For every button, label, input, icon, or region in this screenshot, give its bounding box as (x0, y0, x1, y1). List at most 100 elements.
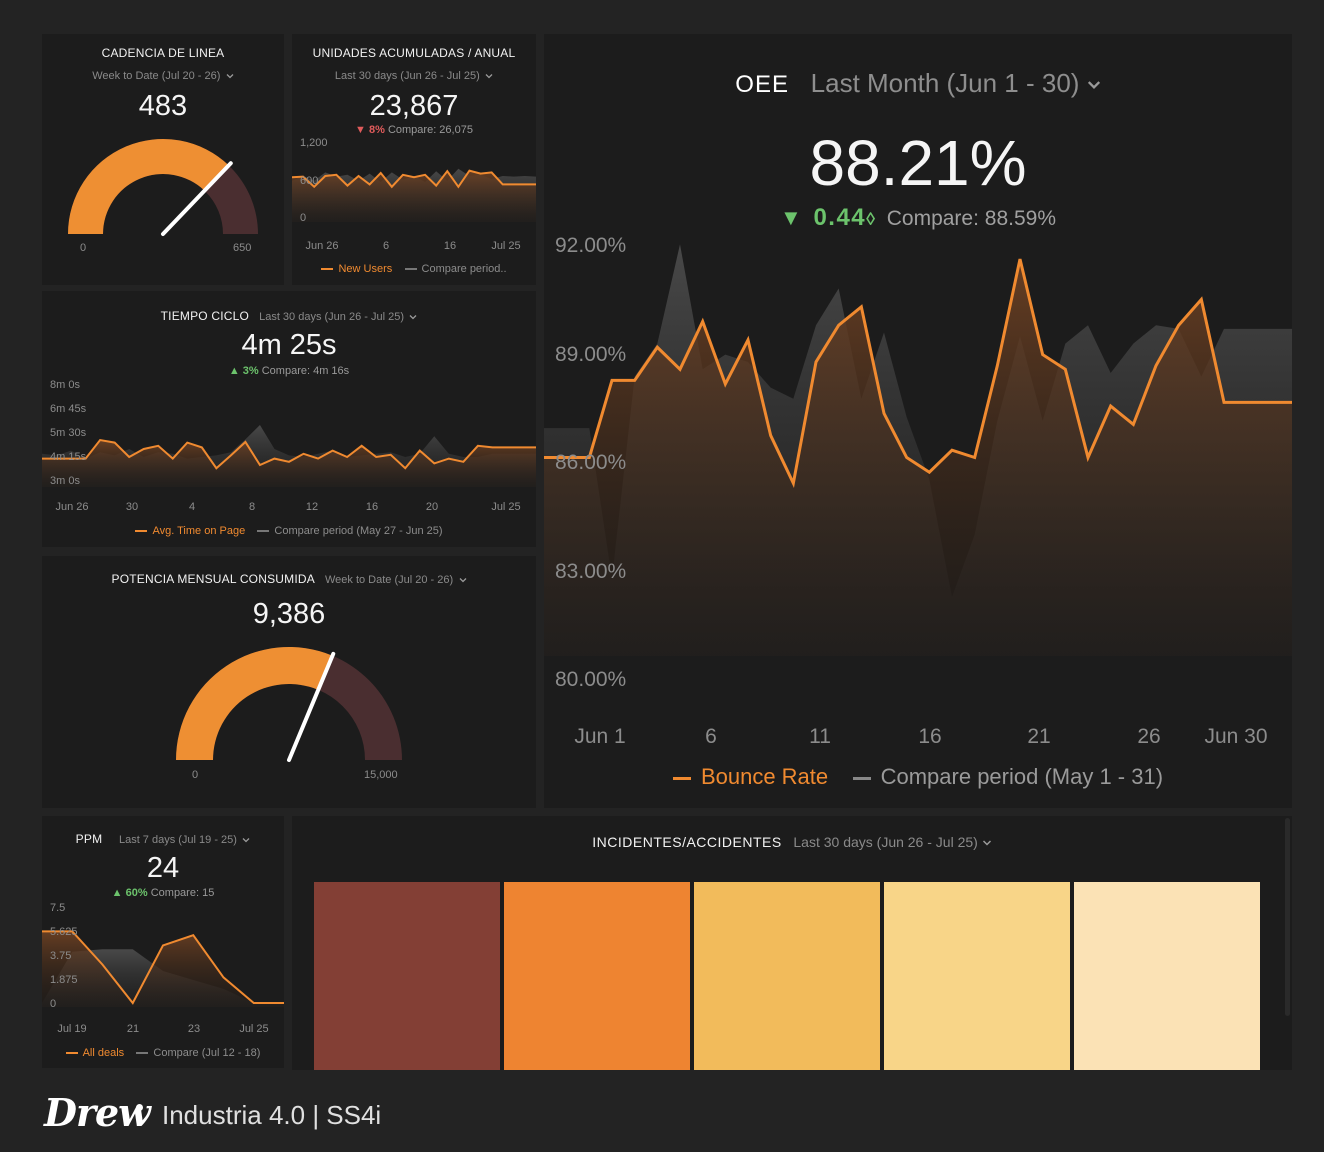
drew-logo: Drew (44, 1090, 151, 1135)
y-tick-label: 86.00% (555, 451, 626, 474)
legend-compare: Compare period (May 1 - 31) (880, 764, 1164, 789)
widget-cadencia: CADENCIA DE LINEA Week to Date (Jul 20 -… (42, 34, 284, 285)
gauge-max-label: 650 (233, 242, 252, 254)
y-tick-label: 0 (300, 212, 306, 224)
x-tick-label: Jul 25 (491, 240, 520, 252)
metric-value: 4m 25s (241, 329, 337, 361)
y-tick-label: 600 (300, 175, 318, 187)
gauge (176, 647, 402, 762)
x-tick-label: Jul 25 (491, 501, 520, 513)
diamond-icon: ◊ (866, 209, 876, 229)
period-label: Last 7 days (Jul 19 - 25) (118, 834, 237, 846)
gauge-fill (176, 647, 333, 760)
main-series-line (42, 438, 536, 470)
widget-title: PPM (75, 832, 103, 846)
change-value: 0.44 (813, 204, 867, 231)
y-tick-label: 0 (50, 998, 56, 1010)
main-series-line (42, 930, 284, 1005)
incident-block (884, 882, 1070, 1070)
chart-legend: All deals Compare (Jul 12 - 18) (42, 1047, 284, 1059)
y-tick-label: 7.5 (50, 902, 65, 914)
x-tick-label: Jun 26 (55, 501, 88, 513)
gauge (68, 139, 258, 236)
widget-title: POTENCIA MENSUAL CONSUMIDA (111, 572, 315, 586)
period-label: Last Month (Jun 1 - 30) (810, 68, 1080, 98)
gauge-fill (68, 139, 229, 234)
main-series-line (544, 258, 1292, 489)
incident-block (314, 882, 500, 1070)
main-series-line (292, 169, 536, 189)
x-tick-label: 6 (705, 725, 717, 748)
change-percent: 3% (242, 365, 259, 377)
x-tick-label: 16 (366, 501, 378, 513)
period-label: Last 30 days (Jun 26 - Jul 25) (334, 70, 480, 82)
widget-title: CADENCIA DE LINEA (101, 46, 225, 60)
x-tick-label: 26 (1137, 725, 1160, 748)
chevron-down-icon (242, 837, 250, 843)
footer-title: Industria 4.0 | SS4i (162, 1100, 382, 1130)
change-up-icon: ▲ (111, 887, 123, 899)
x-tick-label: 16 (444, 240, 456, 252)
logo-dot-icon (136, 1104, 143, 1111)
main-series-area (42, 931, 284, 1007)
chevron-down-icon (982, 840, 991, 846)
y-tick-label: 1,200 (300, 137, 328, 149)
gauge-min-label: 0 (80, 242, 87, 254)
x-tick-label: 16 (918, 725, 941, 748)
x-tick-label: 12 (306, 501, 318, 513)
main-series-area (42, 440, 536, 487)
chevron-down-icon (226, 73, 234, 79)
period-selector[interactable]: PPM Last 7 days (Jul 19 - 25) (42, 832, 284, 846)
metric-value: 88.21% (809, 127, 1027, 199)
legend-main: Avg. Time on Page (152, 525, 246, 537)
change-down-icon: ▼ (779, 205, 802, 230)
period-selector[interactable]: Last 30 days (Jun 26 - Jul 25) (292, 68, 536, 82)
oee-area-chart: 92.00% 89.00% 86.00% 83.00% 80.00% Jun 1 6 11 16… (544, 234, 1292, 748)
chevron-down-icon (1087, 81, 1100, 90)
ppm-line-chart: 7.5 5.625 3.75 1.875 0 Jul 19 21 23 Jul 25 (42, 902, 284, 1035)
change-percent: 8% (368, 124, 385, 136)
gauge-needle (287, 651, 336, 762)
widget-potencia: POTENCIA MENSUAL CONSUMIDA Week to Date … (42, 556, 536, 808)
y-tick-label: 89.00% (555, 343, 626, 366)
period-selector[interactable]: INCIDENTES/ACCIDENTES Last 30 days (Jun … (292, 834, 1292, 850)
metric-value: 24 (146, 852, 180, 884)
tiempo-line-chart: 8m 0s 6m 45s 5m 30s 4m 15s 3m 0s Jun 26 30 4 8 12… (42, 379, 536, 513)
scrollbar[interactable] (1285, 818, 1290, 1016)
period-selector[interactable]: Week to Date (Jul 20 - 26) (42, 68, 284, 82)
x-tick-label: 4 (189, 501, 195, 513)
legend-compare: Compare period.. (421, 263, 507, 275)
change-down-icon: ▼ (355, 124, 366, 136)
period-selector[interactable]: TIEMPO CICLO Last 30 days (Jun 26 - Jul … (42, 309, 536, 323)
metric-value: 483 (138, 90, 188, 122)
y-tick-label: 8m 0s (50, 379, 80, 391)
period-selector[interactable]: OEE Last Month (Jun 1 - 30) (544, 68, 1292, 99)
x-tick-label: 21 (1027, 725, 1050, 748)
widget-oee: OEE Last Month (Jun 1 - 30) 88.21% ▼ 0.4… (544, 34, 1292, 808)
period-selector[interactable]: POTENCIA MENSUAL CONSUMIDA Week to Date … (42, 572, 536, 586)
widget-title: TIEMPO CICLO (160, 309, 250, 323)
metric-value: 23,867 (369, 90, 459, 122)
period-label: Last 30 days (Jun 26 - Jul 25) (259, 311, 404, 323)
widget-title: UNIDADES ACUMULADAS / ANUAL (312, 46, 516, 60)
y-tick-label: 5m 30s (50, 427, 87, 439)
widget-ppm: PPM Last 7 days (Jul 19 - 25) 24 ▲ 60% C… (42, 816, 284, 1068)
legend-main: New Users (338, 263, 393, 275)
incident-block (694, 882, 880, 1070)
x-tick-label: 11 (809, 725, 831, 748)
period-label: Week to Date (Jul 20 - 26) (324, 574, 454, 586)
x-tick-label: Jul 19 (57, 1023, 86, 1035)
compare-value: Compare: 26,075 (387, 124, 473, 136)
y-tick-label: 4m 15s (50, 451, 87, 463)
widget-incidentes: INCIDENTES/ACCIDENTES Last 30 days (Jun … (292, 816, 1292, 1070)
x-tick-label: Jun 1 (574, 725, 625, 748)
y-tick-label: 3.75 (50, 950, 71, 962)
compare-value: Compare: 15 (150, 887, 215, 899)
chart-legend: Avg. Time on Page Compare period (May 27… (42, 525, 536, 537)
x-tick-label: 30 (126, 501, 138, 513)
period-label: Last 30 days (Jun 26 - Jul 25) (793, 834, 978, 850)
gauge-max-label: 15,000 (364, 769, 398, 781)
chevron-down-icon (485, 73, 493, 79)
widget-title: OEE (735, 71, 789, 98)
widget-unidades: UNIDADES ACUMULADAS / ANUAL Last 30 days… (292, 34, 536, 285)
